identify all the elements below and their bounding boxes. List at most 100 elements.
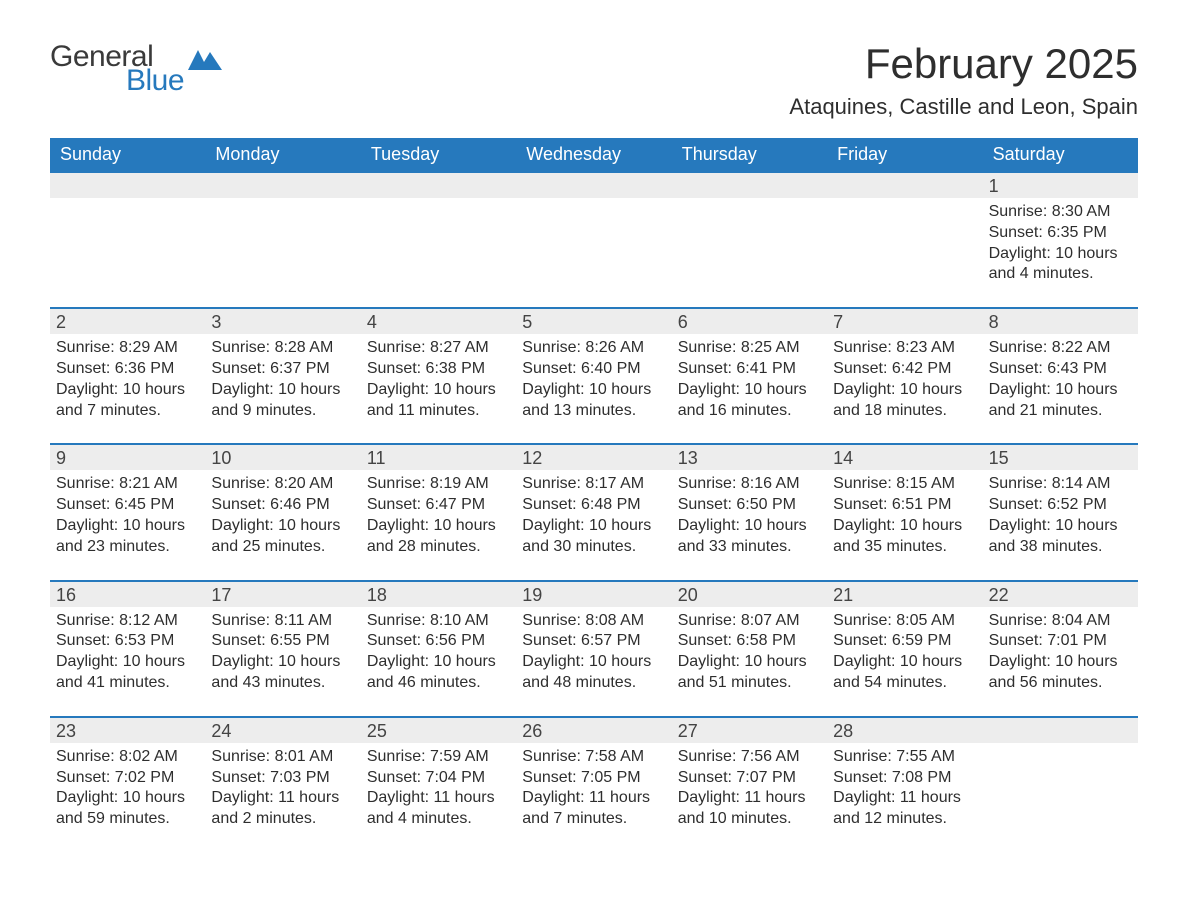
sunrise-line: Sunrise: 8:15 AM xyxy=(833,474,976,495)
day-cell: 10Sunrise: 8:20 AMSunset: 6:46 PMDayligh… xyxy=(205,445,360,565)
sunrise-line: Sunrise: 8:28 AM xyxy=(211,338,354,359)
week-row: 2Sunrise: 8:29 AMSunset: 6:36 PMDaylight… xyxy=(50,307,1138,429)
day-number xyxy=(205,173,360,198)
logo: General Blue xyxy=(50,40,222,98)
day-number xyxy=(672,173,827,198)
title-block: February 2025 Ataquines, Castille and Le… xyxy=(789,40,1138,120)
sunrise-line: Sunrise: 8:02 AM xyxy=(56,747,199,768)
day-cell-empty xyxy=(983,718,1138,838)
daylight-line: Daylight: 10 hours xyxy=(211,652,354,673)
daylight-line: Daylight: 10 hours xyxy=(989,244,1132,265)
day-number: 18 xyxy=(361,582,516,607)
day-cell: 26Sunrise: 7:58 AMSunset: 7:05 PMDayligh… xyxy=(516,718,671,838)
daylight-line: and 33 minutes. xyxy=(678,537,821,558)
sunrise-line: Sunrise: 7:58 AM xyxy=(522,747,665,768)
day-number: 17 xyxy=(205,582,360,607)
day-cell: 6 Sunrise: 8:25 AMSunset: 6:41 PMDaylight… xyxy=(672,309,827,429)
day-cell: 4Sunrise: 8:27 AMSunset: 6:38 PMDaylight… xyxy=(361,309,516,429)
day-number: 10 xyxy=(205,445,360,470)
day-number: 24 xyxy=(205,718,360,743)
sunset-line: Sunset: 6:41 PM xyxy=(678,359,821,380)
day-number xyxy=(50,173,205,198)
sunrise-line: Sunrise: 8:22 AM xyxy=(989,338,1132,359)
day-cell: 16Sunrise: 8:12 AMSunset: 6:53 PMDayligh… xyxy=(50,582,205,702)
daylight-line: and 59 minutes. xyxy=(56,809,199,830)
calendar: SundayMondayTuesdayWednesdayThursdayFrid… xyxy=(50,138,1138,838)
weekday-header: Saturday xyxy=(983,138,1138,173)
daylight-line: Daylight: 11 hours xyxy=(367,788,510,809)
day-cell: 22Sunrise: 8:04 AMSunset: 7:01 PMDayligh… xyxy=(983,582,1138,702)
day-cell: 19Sunrise: 8:08 AMSunset: 6:57 PMDayligh… xyxy=(516,582,671,702)
daylight-line: Daylight: 10 hours xyxy=(367,652,510,673)
daylight-line: and 21 minutes. xyxy=(989,401,1132,422)
day-cell: 17Sunrise: 8:11 AMSunset: 6:55 PMDayligh… xyxy=(205,582,360,702)
sunrise-line: Sunrise: 8:25 AM xyxy=(678,338,821,359)
sunset-line: Sunset: 6:42 PM xyxy=(833,359,976,380)
sunset-line: Sunset: 7:01 PM xyxy=(989,631,1132,652)
day-number: 11 xyxy=(361,445,516,470)
day-number: 9 xyxy=(50,445,205,470)
daylight-line: Daylight: 10 hours xyxy=(522,652,665,673)
day-cell: 5Sunrise: 8:26 AMSunset: 6:40 PMDaylight… xyxy=(516,309,671,429)
daylight-line: and 2 minutes. xyxy=(211,809,354,830)
daylight-line: and 18 minutes. xyxy=(833,401,976,422)
daylight-line: and 9 minutes. xyxy=(211,401,354,422)
weekday-header: Friday xyxy=(827,138,982,173)
sunset-line: Sunset: 6:45 PM xyxy=(56,495,199,516)
sunset-line: Sunset: 6:35 PM xyxy=(989,223,1132,244)
week-row: 16Sunrise: 8:12 AMSunset: 6:53 PMDayligh… xyxy=(50,580,1138,702)
day-cell-empty xyxy=(672,173,827,293)
sunset-line: Sunset: 6:53 PM xyxy=(56,631,199,652)
day-cell-empty xyxy=(516,173,671,293)
logo-text: General Blue xyxy=(50,40,184,98)
sunrise-line: Sunrise: 8:04 AM xyxy=(989,611,1132,632)
sunrise-line: Sunrise: 8:01 AM xyxy=(211,747,354,768)
sunset-line: Sunset: 7:08 PM xyxy=(833,768,976,789)
daylight-line: Daylight: 10 hours xyxy=(989,516,1132,537)
weekday-header: Sunday xyxy=(50,138,205,173)
day-number: 14 xyxy=(827,445,982,470)
daylight-line: Daylight: 10 hours xyxy=(989,652,1132,673)
daylight-line: Daylight: 11 hours xyxy=(678,788,821,809)
sunset-line: Sunset: 6:40 PM xyxy=(522,359,665,380)
day-number: 25 xyxy=(361,718,516,743)
day-number: 6 xyxy=(672,309,827,334)
daylight-line: Daylight: 10 hours xyxy=(833,380,976,401)
day-cell: 1Sunrise: 8:30 AMSunset: 6:35 PMDaylight… xyxy=(983,173,1138,293)
daylight-line: and 23 minutes. xyxy=(56,537,199,558)
day-cell: 28Sunrise: 7:55 AMSunset: 7:08 PMDayligh… xyxy=(827,718,982,838)
daylight-line: and 13 minutes. xyxy=(522,401,665,422)
daylight-line: Daylight: 10 hours xyxy=(211,380,354,401)
day-cell: 2Sunrise: 8:29 AMSunset: 6:36 PMDaylight… xyxy=(50,309,205,429)
day-cell: 21Sunrise: 8:05 AMSunset: 6:59 PMDayligh… xyxy=(827,582,982,702)
sunset-line: Sunset: 6:50 PM xyxy=(678,495,821,516)
weekday-header: Monday xyxy=(205,138,360,173)
day-cell: 18Sunrise: 8:10 AMSunset: 6:56 PMDayligh… xyxy=(361,582,516,702)
daylight-line: and 35 minutes. xyxy=(833,537,976,558)
day-cell-empty xyxy=(50,173,205,293)
day-number: 20 xyxy=(672,582,827,607)
daylight-line: and 56 minutes. xyxy=(989,673,1132,694)
day-cell-empty xyxy=(205,173,360,293)
daylight-line: Daylight: 10 hours xyxy=(833,516,976,537)
day-number: 15 xyxy=(983,445,1138,470)
sunset-line: Sunset: 6:37 PM xyxy=(211,359,354,380)
daylight-line: and 30 minutes. xyxy=(522,537,665,558)
day-cell: 9Sunrise: 8:21 AMSunset: 6:45 PMDaylight… xyxy=(50,445,205,565)
weekday-header-row: SundayMondayTuesdayWednesdayThursdayFrid… xyxy=(50,138,1138,173)
day-number: 8 xyxy=(983,309,1138,334)
wave-icon xyxy=(188,48,222,77)
daylight-line: and 4 minutes. xyxy=(367,809,510,830)
day-cell: 12Sunrise: 8:17 AMSunset: 6:48 PMDayligh… xyxy=(516,445,671,565)
top-bar: General Blue February 2025 Ataquines, Ca… xyxy=(50,40,1138,120)
daylight-line: Daylight: 10 hours xyxy=(678,380,821,401)
sunrise-line: Sunrise: 8:19 AM xyxy=(367,474,510,495)
daylight-line: and 38 minutes. xyxy=(989,537,1132,558)
daylight-line: Daylight: 10 hours xyxy=(678,652,821,673)
day-cell-empty xyxy=(827,173,982,293)
daylight-line: and 28 minutes. xyxy=(367,537,510,558)
sunset-line: Sunset: 6:58 PM xyxy=(678,631,821,652)
daylight-line: and 12 minutes. xyxy=(833,809,976,830)
week-row: 23Sunrise: 8:02 AMSunset: 7:02 PMDayligh… xyxy=(50,716,1138,838)
day-cell: 13Sunrise: 8:16 AMSunset: 6:50 PMDayligh… xyxy=(672,445,827,565)
